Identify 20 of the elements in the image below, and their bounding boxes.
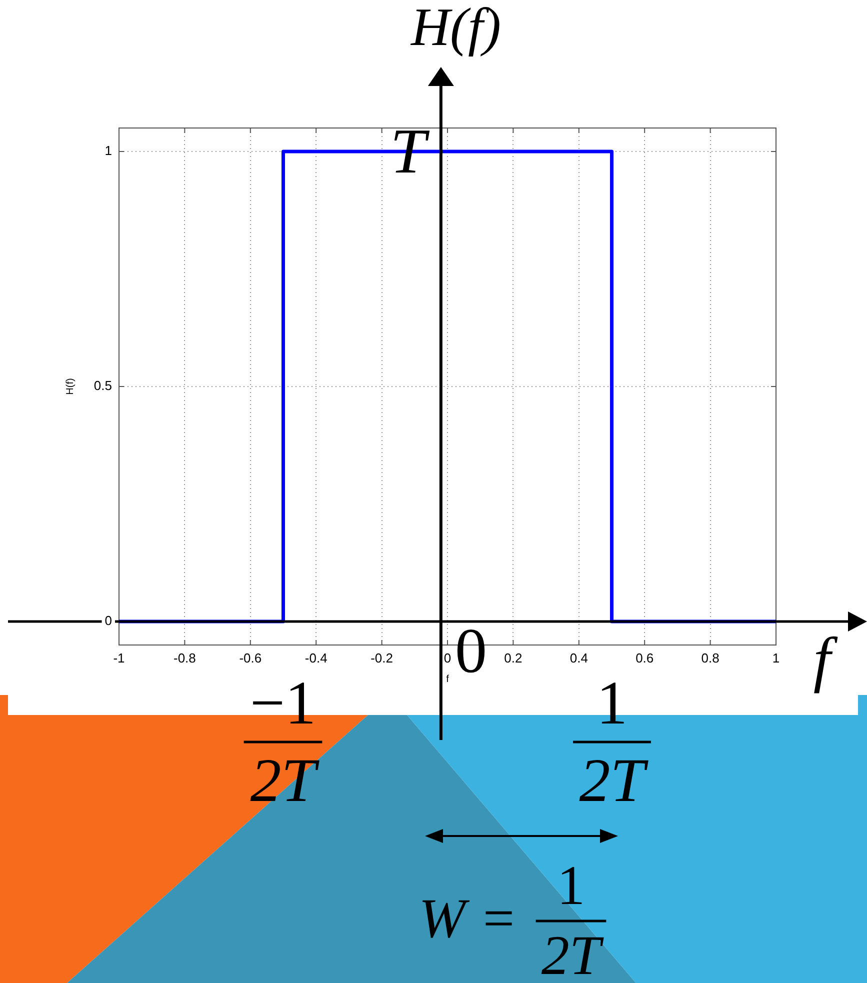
x-tick-label: 0.2 — [504, 650, 522, 666]
x-tick-label: -0.6 — [239, 650, 262, 666]
text: W = — [418, 888, 518, 950]
x-tick-label: -0.8 — [173, 650, 196, 666]
x-tick-label: -0.2 — [370, 650, 394, 666]
x-tick-label: -1 — [113, 650, 125, 666]
x-tick-label: 0 — [444, 650, 452, 666]
x-tick-label: 0.6 — [636, 650, 654, 666]
text: f — [813, 626, 838, 694]
x-axis-title: f — [446, 674, 450, 685]
y-tick-label: 0 — [104, 613, 112, 628]
y-axis-title: H(f) — [64, 378, 76, 395]
y-tick-label: 1 — [104, 143, 112, 158]
x-tick-label: 0.8 — [701, 650, 720, 666]
x-tick-label: 0.4 — [570, 650, 588, 666]
x-tick-label: 1 — [772, 650, 780, 666]
y-tick-label: 0.5 — [94, 378, 112, 394]
text: 1 2T — [541, 855, 604, 983]
x-tick-label: -0.4 — [304, 650, 328, 666]
text: H(f) — [410, 0, 501, 57]
